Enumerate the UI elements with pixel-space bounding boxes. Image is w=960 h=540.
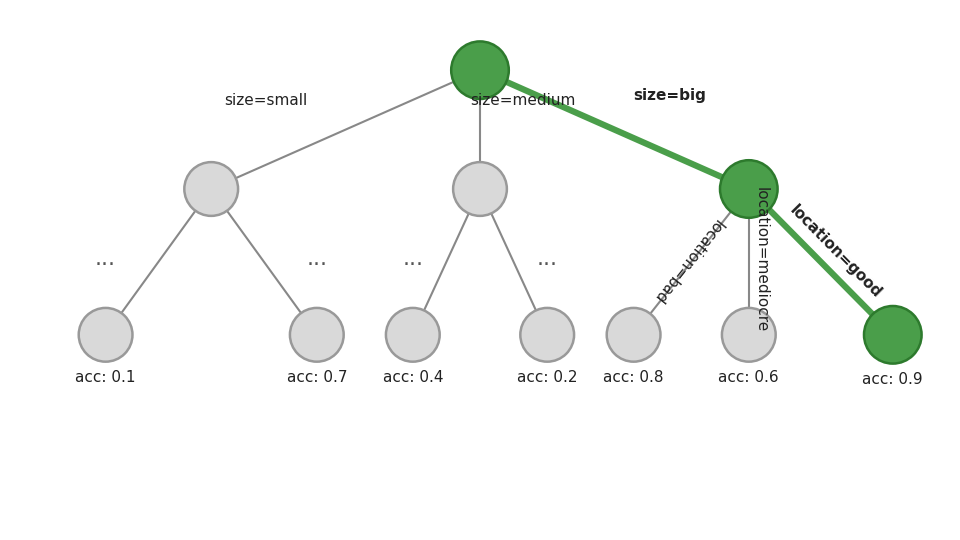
Circle shape <box>607 308 660 362</box>
Text: acc: 0.4: acc: 0.4 <box>382 370 444 384</box>
Text: acc: 0.8: acc: 0.8 <box>603 370 664 384</box>
Circle shape <box>79 308 132 362</box>
Text: location=good: location=good <box>787 202 884 300</box>
Text: location=bad: location=bad <box>650 217 725 306</box>
Circle shape <box>864 306 922 363</box>
Text: acc: 0.1: acc: 0.1 <box>75 370 136 384</box>
Circle shape <box>520 308 574 362</box>
Text: acc: 0.2: acc: 0.2 <box>516 370 578 384</box>
Circle shape <box>290 308 344 362</box>
Text: size=big: size=big <box>634 87 707 103</box>
Text: ...: ... <box>402 249 423 269</box>
Text: ...: ... <box>306 249 327 269</box>
Circle shape <box>386 308 440 362</box>
Text: location=mediocre: location=mediocre <box>754 187 769 332</box>
Text: ...: ... <box>95 249 116 269</box>
Circle shape <box>720 160 778 218</box>
Text: size=small: size=small <box>224 93 307 108</box>
Circle shape <box>722 308 776 362</box>
Circle shape <box>184 162 238 216</box>
Text: acc: 0.6: acc: 0.6 <box>718 370 780 384</box>
Text: size=medium: size=medium <box>470 93 576 108</box>
Circle shape <box>453 162 507 216</box>
Text: acc: 0.7: acc: 0.7 <box>286 370 348 384</box>
Circle shape <box>451 42 509 99</box>
Text: ...: ... <box>537 249 558 269</box>
Text: acc: 0.9: acc: 0.9 <box>862 372 924 387</box>
